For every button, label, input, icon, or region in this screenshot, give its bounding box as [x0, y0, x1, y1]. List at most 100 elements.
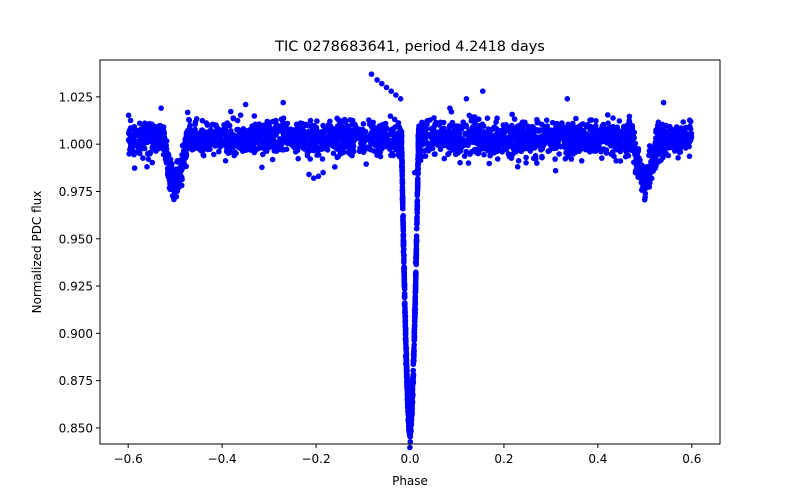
- y-tick-label: 0.975: [59, 185, 93, 199]
- data-point: [451, 128, 458, 134]
- data-point: [507, 130, 514, 137]
- data-point: [258, 138, 264, 144]
- data-point: [239, 148, 246, 154]
- data-point: [469, 138, 476, 144]
- data-point: [269, 156, 276, 163]
- data-point: [357, 145, 363, 151]
- data-point: [586, 136, 593, 142]
- data-point: [388, 152, 394, 159]
- data-point: [472, 114, 478, 120]
- data-point: [458, 135, 464, 141]
- x-tick-label: −0.6: [114, 452, 143, 466]
- data-point: [663, 150, 669, 157]
- data-point: [407, 439, 414, 445]
- data-point: [400, 216, 406, 223]
- data-point: [137, 150, 143, 157]
- data-point: [415, 166, 421, 172]
- data-point: [327, 135, 334, 141]
- data-point: [169, 166, 176, 172]
- data-point: [427, 133, 433, 139]
- data-point: [583, 146, 589, 153]
- data-point: [635, 165, 642, 172]
- data-point: [314, 118, 320, 124]
- data-point: [288, 131, 294, 138]
- data-point: [632, 151, 638, 157]
- data-point: [399, 171, 406, 178]
- data-point: [508, 155, 515, 161]
- data-point: [414, 179, 421, 186]
- data-point: [487, 152, 493, 159]
- data-point: [334, 130, 340, 137]
- data-point: [463, 122, 469, 129]
- data-point: [411, 169, 418, 176]
- data-point: [131, 151, 137, 158]
- data-point: [371, 124, 378, 131]
- data-point: [337, 120, 343, 127]
- data-point: [216, 138, 223, 144]
- data-point: [644, 180, 651, 186]
- data-point: [171, 196, 177, 203]
- data-point: [642, 190, 649, 197]
- data-point: [651, 164, 657, 170]
- x-axis: −0.6 −0.4 −0.2 0.0 0.2 0.4 0.6: [114, 444, 701, 466]
- data-point: [415, 156, 421, 162]
- y-tick-label: 0.900: [59, 327, 93, 341]
- data-point: [447, 105, 453, 111]
- data-point: [373, 141, 379, 147]
- data-point: [403, 362, 410, 369]
- data-point: [403, 357, 409, 364]
- data-point: [547, 141, 553, 147]
- data-point: [265, 122, 271, 129]
- data-point: [480, 88, 486, 94]
- data-point: [163, 138, 170, 144]
- data-point: [402, 326, 409, 333]
- data-point: [617, 138, 624, 144]
- data-point: [570, 120, 576, 127]
- data-point: [294, 128, 300, 134]
- data-point: [233, 150, 239, 157]
- data-point: [613, 158, 619, 164]
- data-point: [234, 117, 241, 124]
- data-point: [413, 225, 420, 232]
- data-point: [349, 121, 356, 128]
- data-point: [554, 142, 561, 148]
- y-tick-label: 0.925: [59, 280, 93, 294]
- data-point: [515, 158, 522, 164]
- data-point: [237, 112, 244, 118]
- data-point: [621, 123, 627, 130]
- data-point: [543, 130, 550, 137]
- data-point: [640, 175, 647, 181]
- data-point: [151, 127, 158, 134]
- data-point: [680, 119, 686, 125]
- data-point: [181, 153, 187, 160]
- data-point: [259, 164, 265, 171]
- data-point: [485, 126, 492, 132]
- data-point: [334, 154, 341, 161]
- data-point: [626, 113, 633, 120]
- data-point: [592, 123, 599, 130]
- data-point: [230, 115, 236, 121]
- data-point: [285, 139, 291, 145]
- data-point: [646, 169, 652, 176]
- data-point: [401, 294, 408, 301]
- data-point: [400, 248, 407, 255]
- data-point: [373, 133, 380, 140]
- data-point: [290, 141, 297, 147]
- data-point: [610, 115, 616, 121]
- data-point: [206, 133, 212, 139]
- data-point: [523, 160, 529, 166]
- data-point: [655, 139, 662, 146]
- data-point: [188, 139, 195, 146]
- data-point: [304, 150, 311, 156]
- data-point: [554, 125, 560, 131]
- data-point: [481, 151, 487, 158]
- data-point: [663, 122, 669, 129]
- data-point: [474, 148, 481, 154]
- data-point: [303, 140, 309, 147]
- data-point: [208, 122, 215, 128]
- data-point: [332, 164, 338, 170]
- data-point: [498, 130, 505, 136]
- data-point: [457, 159, 463, 166]
- data-point: [135, 138, 142, 145]
- data-point: [479, 121, 486, 128]
